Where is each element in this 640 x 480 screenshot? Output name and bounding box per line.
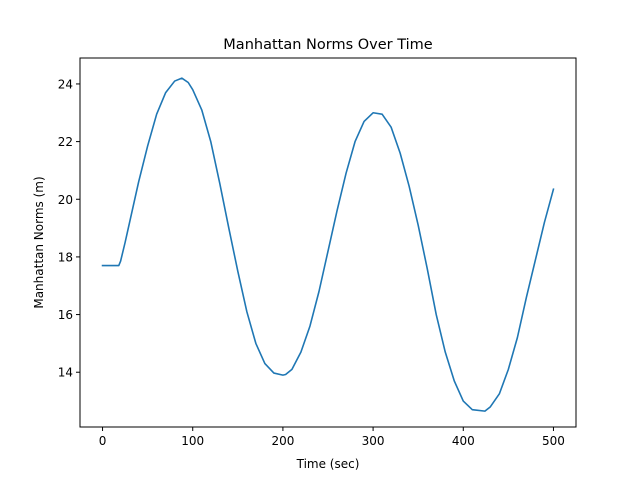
x-tick-label: 400 — [452, 434, 475, 448]
x-tick-label: 0 — [99, 434, 107, 448]
x-tick-label: 300 — [362, 434, 385, 448]
y-tick-label: 24 — [58, 77, 73, 91]
x-tick-label: 500 — [542, 434, 565, 448]
y-axis: 14 16 18 20 22 24 — [58, 77, 80, 380]
x-tick-label: 100 — [181, 434, 204, 448]
axes-frame — [79, 57, 577, 428]
y-tick-label: 18 — [58, 250, 73, 264]
y-axis-label: Manhattan Norms (m) — [32, 176, 46, 308]
y-tick-label: 16 — [58, 308, 73, 322]
y-tick-label: 20 — [58, 193, 73, 207]
x-axis-label: Time (sec) — [296, 457, 360, 471]
plot-area — [101, 77, 555, 412]
chart-title: Manhattan Norms Over Time — [223, 37, 432, 53]
y-tick-label: 22 — [58, 135, 73, 149]
x-axis: 0 100 200 300 400 500 — [99, 427, 565, 448]
series-line — [101, 77, 555, 412]
y-tick-label: 14 — [58, 366, 73, 380]
x-tick-label: 200 — [271, 434, 294, 448]
